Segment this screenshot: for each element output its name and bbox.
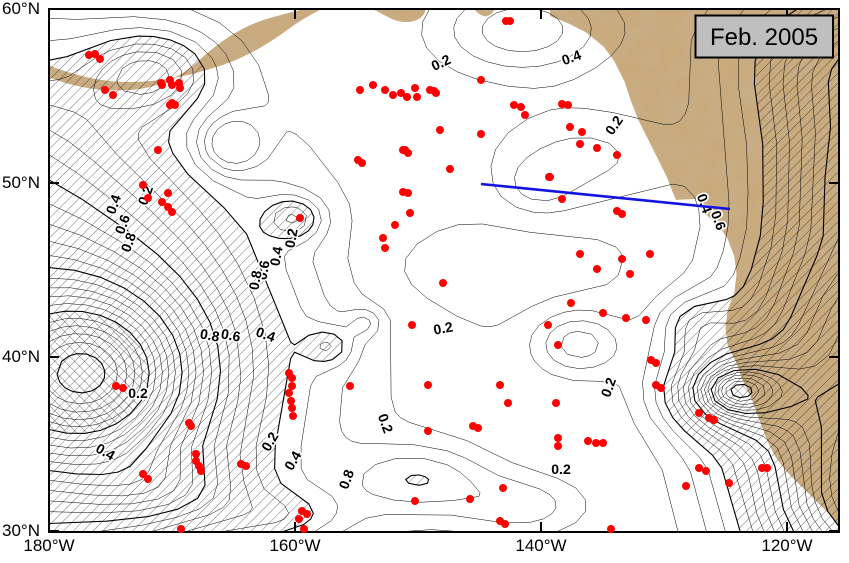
- svg-text:0.2: 0.2: [602, 112, 626, 137]
- svg-text:0.2: 0.2: [551, 461, 571, 477]
- svg-text:0.6: 0.6: [220, 326, 242, 345]
- svg-text:120°W: 120°W: [761, 536, 812, 555]
- svg-text:0.8: 0.8: [246, 269, 265, 291]
- svg-text:0.8: 0.8: [199, 326, 221, 345]
- svg-text:60°N: 60°N: [2, 0, 40, 18]
- svg-text:0.2: 0.2: [375, 411, 397, 435]
- svg-text:Feb. 2005: Feb. 2005: [710, 24, 818, 51]
- svg-text:0.2: 0.2: [128, 385, 148, 401]
- svg-text:0.2: 0.2: [429, 51, 454, 74]
- svg-text:40°N: 40°N: [2, 347, 40, 366]
- svg-text:0.2: 0.2: [432, 318, 454, 337]
- svg-text:0.2: 0.2: [597, 375, 619, 399]
- svg-text:0.2: 0.2: [282, 227, 301, 249]
- svg-text:50°N: 50°N: [2, 173, 40, 192]
- svg-text:160°W: 160°W: [269, 536, 320, 555]
- svg-text:140°W: 140°W: [515, 536, 566, 555]
- svg-text:0.8: 0.8: [335, 467, 357, 491]
- svg-text:30°N: 30°N: [2, 521, 40, 540]
